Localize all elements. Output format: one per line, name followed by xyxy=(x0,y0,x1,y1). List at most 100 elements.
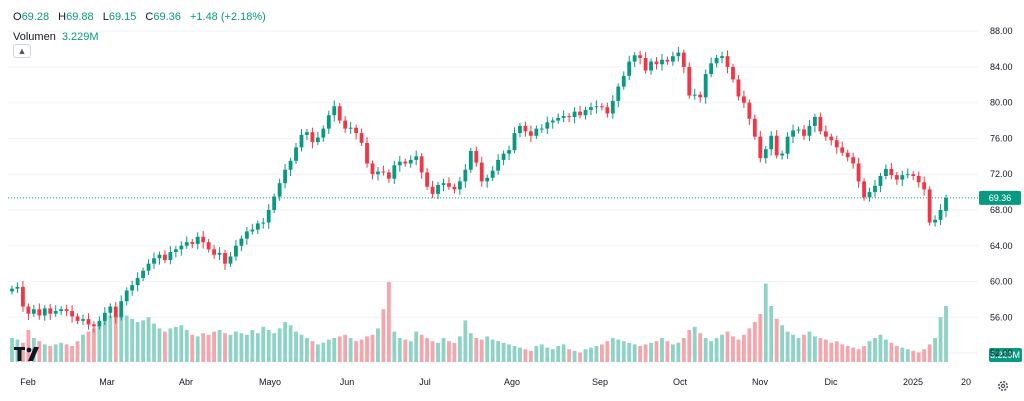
volume-bar xyxy=(714,338,719,362)
volume-bar xyxy=(441,338,446,362)
candle-body xyxy=(190,242,195,244)
time-tick-label: Mayo xyxy=(259,377,281,387)
volume-bar xyxy=(408,341,413,362)
candle-body xyxy=(802,129,806,136)
candle-body xyxy=(173,249,178,253)
volume-bar xyxy=(10,338,14,362)
candle-body xyxy=(157,254,162,259)
volume-bar xyxy=(583,349,588,362)
volume-bar xyxy=(206,334,211,362)
volume-bar xyxy=(403,339,408,362)
volume-bar xyxy=(425,338,430,362)
volume-bar xyxy=(212,331,217,362)
volume-bar xyxy=(490,339,495,362)
volume-bar xyxy=(315,344,320,362)
volume-bar xyxy=(731,336,735,362)
candle-body xyxy=(255,223,260,230)
tradingview-logo-icon[interactable] xyxy=(14,345,42,363)
last-volume-label: 3.229M xyxy=(990,350,1020,360)
candle-body xyxy=(48,308,53,314)
volume-legend: Volumen 3.229M xyxy=(13,31,99,43)
candle-body xyxy=(223,252,227,264)
volume-bar xyxy=(660,338,664,362)
volume-bar xyxy=(818,338,823,362)
candle-body xyxy=(840,147,845,153)
volume-bar xyxy=(70,346,74,362)
volume-bar xyxy=(758,314,763,362)
volume-bar xyxy=(75,341,80,362)
volume-bar xyxy=(343,334,348,362)
candle-body xyxy=(163,254,167,261)
candle-body xyxy=(496,159,501,171)
volume-bar xyxy=(348,338,353,362)
volume-bar xyxy=(878,334,883,362)
candle-body xyxy=(785,136,790,154)
candle-body xyxy=(485,177,490,182)
candle-body xyxy=(627,61,632,76)
candle-body xyxy=(599,106,604,108)
candle-body xyxy=(97,320,102,327)
candle-body xyxy=(310,132,315,143)
time-tick-label: Nov xyxy=(752,377,769,387)
candle-body xyxy=(75,316,80,321)
candle-body xyxy=(769,135,774,150)
volume-bar xyxy=(173,326,178,362)
volume-bar xyxy=(780,325,785,362)
candle-body xyxy=(676,52,681,57)
volume-bar xyxy=(26,330,31,362)
candle-body xyxy=(201,236,206,243)
volume-bar xyxy=(862,346,866,362)
volume-bar xyxy=(452,342,457,362)
volume-bar xyxy=(299,334,304,362)
candle-body xyxy=(862,181,866,198)
candle-body xyxy=(414,156,419,160)
volume-bar xyxy=(916,352,921,362)
low-value: 69.15 xyxy=(108,11,137,23)
volume-bar xyxy=(81,334,85,362)
volume-bar xyxy=(791,334,795,362)
candle-body xyxy=(59,309,64,312)
candle-body xyxy=(916,176,921,183)
volume-bar xyxy=(234,331,238,362)
volume-bar xyxy=(266,330,271,362)
candle-body xyxy=(638,55,643,58)
price-tick-label: 88.00 xyxy=(990,26,1013,36)
candle-body xyxy=(938,209,943,220)
candle-body xyxy=(507,150,511,154)
time-tick-label: 2025 xyxy=(903,377,923,387)
volume-bar xyxy=(146,317,151,362)
candle-body xyxy=(217,252,222,255)
volume-bar xyxy=(288,325,293,362)
volume-bar xyxy=(283,322,288,362)
candle-body xyxy=(474,150,479,163)
price-tick-label: 68.00 xyxy=(990,205,1013,215)
high-key: H xyxy=(58,11,67,23)
candle-body xyxy=(283,169,288,184)
volume-bar xyxy=(796,338,801,362)
volume-bar xyxy=(92,328,96,362)
volume-bar xyxy=(326,339,331,362)
volume-bar xyxy=(359,339,364,362)
volume-bar xyxy=(638,346,643,362)
volume-bar xyxy=(64,344,69,362)
volume-bar xyxy=(228,334,233,362)
candle-body xyxy=(610,100,615,114)
candle-body xyxy=(277,183,282,197)
candle-body xyxy=(168,252,173,261)
volume-bar xyxy=(21,342,25,362)
candle-body xyxy=(468,150,473,170)
volume-bar xyxy=(856,349,861,362)
collapse-legend-button[interactable]: ▲ xyxy=(13,44,31,58)
candle-body xyxy=(780,153,785,156)
volume-bar xyxy=(102,320,107,362)
candle-body xyxy=(359,133,364,143)
candle-body xyxy=(206,242,211,250)
candle-body xyxy=(141,270,145,278)
candle-body xyxy=(884,168,888,177)
gear-icon[interactable] xyxy=(996,379,1010,393)
volume-bar xyxy=(15,339,20,362)
candle-body xyxy=(70,311,74,317)
candle-body xyxy=(643,57,648,71)
volume-bar xyxy=(184,330,189,362)
